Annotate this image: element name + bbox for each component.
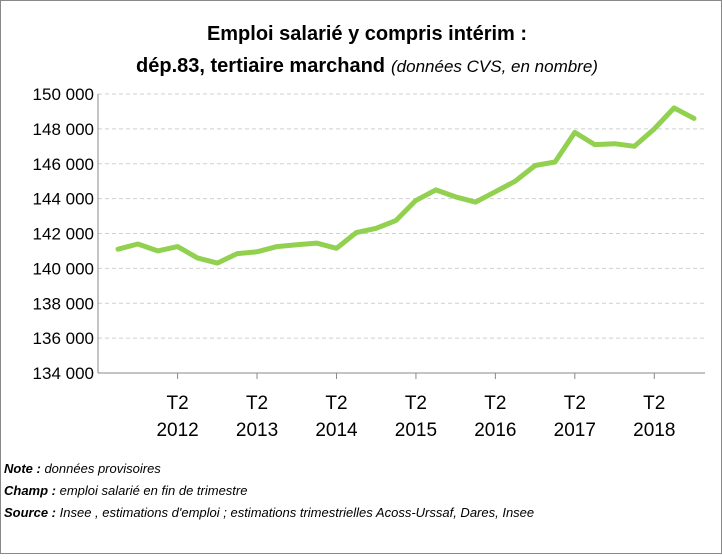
x-tick-label-line: 2018 [633,420,675,441]
subtitle: dép.83, tertiaire marchand [136,55,385,77]
x-tick-label: T2 2014 [315,393,358,441]
x-tick-label: T2 2016 [474,393,516,441]
x-tick-label: T2 2015 [395,393,437,441]
note: Champ : emploi salarié en fin de trimest… [4,483,247,498]
y-tick-label: 144 000 [33,190,94,209]
x-tick-label-line: T2 [484,393,506,414]
x-tick-label-line: 2015 [395,420,437,441]
note-text: emploi salarié en fin de trimestre [56,483,247,498]
x-tick-label: T2 2013 [236,393,278,441]
y-tick-label: 138 000 [33,294,94,313]
note: Source : Insee , estimations d'emploi ; … [4,505,534,520]
subtitle-note: (données CVS, en nombre) [391,57,598,76]
x-tick-label-line: T2 [325,393,347,414]
x-tick-label: T2 2018 [633,393,675,441]
note-text: Insee , estimations d'emploi ; estimatio… [56,505,534,520]
line-series [115,105,697,266]
x-tick-label-line: 2012 [156,420,198,441]
y-tick-label: 140 000 [33,259,94,278]
x-tick-label-line: T2 [405,393,427,414]
y-tick-label: 136 000 [33,329,94,348]
note-text: données provisoires [41,461,161,476]
chart-subtitle: dép.83, tertiaire marchand (données CVS, … [136,55,598,77]
x-tick-label-line: T2 [166,393,188,414]
y-tick-label: 134 000 [33,364,94,383]
x-tick-label-line: T2 [643,393,665,414]
note: Note : données provisoires [4,461,161,476]
x-tick-label-line: 2014 [315,420,358,441]
x-tick-label-line: 2017 [554,420,596,441]
x-tick-label: T2 2017 [554,393,596,441]
y-tick-label: 146 000 [33,155,94,174]
y-tick-label: 150 000 [33,85,94,104]
chart-title: Emploi salarié y compris intérim : [207,23,527,45]
note-label: Source : [4,505,56,520]
y-tick-label: 148 000 [33,120,94,139]
x-tick-label: T2 2012 [156,393,198,441]
x-tick-label-line: 2016 [474,420,516,441]
x-tick-label-line: 2013 [236,420,278,441]
y-tick-label: 142 000 [33,225,94,244]
x-tick-label-line: T2 [564,393,586,414]
x-tick-label-line: T2 [246,393,268,414]
note-label: Champ : [4,483,56,498]
note-label: Note : [4,461,41,476]
